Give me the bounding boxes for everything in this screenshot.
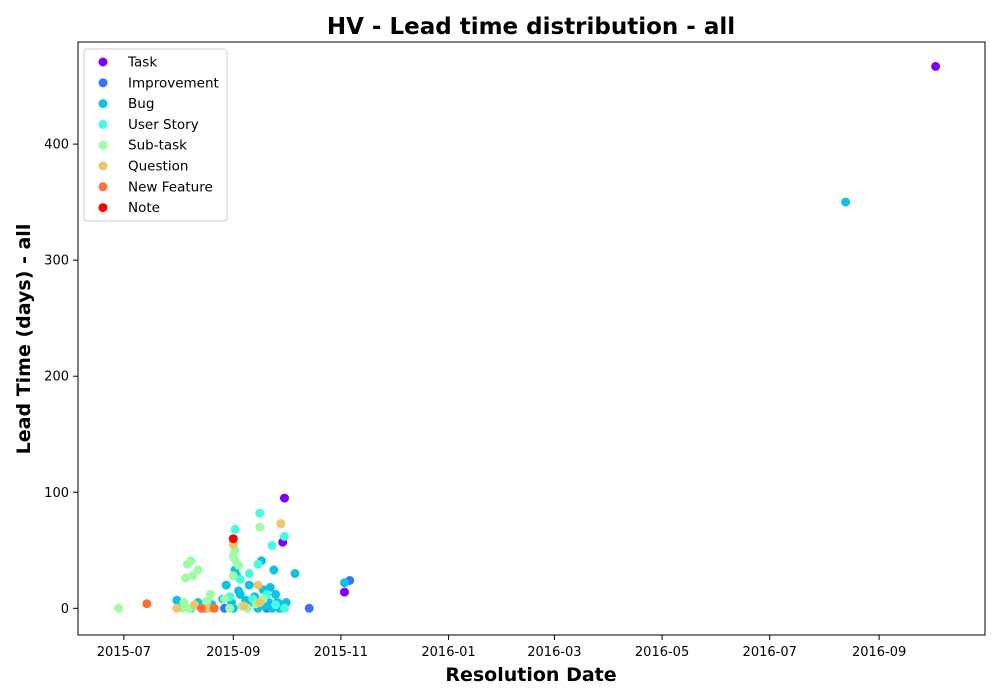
x-axis-label: Resolution Date <box>445 664 616 686</box>
point-new-feature-0 <box>142 599 152 609</box>
point-improvement-1 <box>304 603 314 613</box>
point-sub-task-24 <box>255 522 265 532</box>
point-task-3 <box>931 61 941 71</box>
legend-marker-user-story <box>98 119 108 129</box>
point-bug-26 <box>269 565 279 575</box>
legend-box <box>83 48 228 222</box>
legend-marker-task <box>98 57 108 67</box>
plot-frame <box>77 41 986 636</box>
point-task-2 <box>340 587 349 597</box>
legend-label-new-feature: New Feature <box>128 179 213 195</box>
x-tick-label: 2016-05 <box>635 645 689 660</box>
x-axis-ticks: 2015-07 2015-09 2015-11 2016-01 2016-03 2016-… <box>97 635 906 660</box>
x-tick-label: 2015-07 <box>97 645 151 660</box>
point-task-0 <box>280 493 289 503</box>
legend-marker-new-feature <box>98 182 108 192</box>
point-question-6 <box>276 519 286 529</box>
x-tick-label: 2015-09 <box>206 645 260 660</box>
y-tick-label: 100 <box>44 486 69 501</box>
point-question-1 <box>190 600 199 610</box>
point-user-story-9 <box>271 600 281 610</box>
point-bug-7 <box>221 580 231 590</box>
point-note-0 <box>228 534 238 544</box>
legend-label-bug: Bug <box>128 96 154 112</box>
legend-marker-improvement <box>98 78 108 88</box>
legend-label-improvement: Improvement <box>128 75 219 91</box>
point-sub-task-19 <box>234 560 244 570</box>
point-user-story-0 <box>230 524 240 534</box>
legend-marker-bug <box>98 99 108 109</box>
y-axis-ticks: 0 100 200 300 400 <box>44 138 78 617</box>
legend-marker-sub-task <box>98 140 108 150</box>
legend-label-user-story: User Story <box>128 117 199 133</box>
point-sub-task-11 <box>202 596 212 606</box>
point-new-feature-1 <box>197 603 206 613</box>
point-question-0 <box>172 603 182 613</box>
legend-label-task: Task <box>127 55 157 71</box>
point-user-story-5 <box>244 569 254 578</box>
point-sub-task-3 <box>186 556 196 566</box>
x-tick-label: 2016-09 <box>852 645 906 660</box>
legend: Task Improvement Bug User Story Sub-task Ques… <box>83 48 228 222</box>
x-tick-label: 2016-03 <box>527 645 581 660</box>
point-sub-task-12 <box>205 589 215 599</box>
y-axis-label: Lead Time (days) - all <box>13 224 35 455</box>
point-sub-task-15 <box>225 603 235 613</box>
point-user-story-11 <box>280 603 289 613</box>
point-user-story-1 <box>255 508 265 518</box>
point-bug-16 <box>244 580 254 590</box>
legend-marker-note <box>98 203 108 213</box>
point-bug-33 <box>290 569 300 578</box>
x-tick-label: 2016-07 <box>743 645 797 660</box>
x-tick-label: 2015-11 <box>314 645 368 660</box>
point-question-4 <box>239 601 249 611</box>
legend-label-sub-task: Sub-task <box>128 138 187 154</box>
y-tick-label: 0 <box>61 602 69 617</box>
point-new-feature-2 <box>209 603 219 613</box>
point-user-story-6 <box>235 574 245 584</box>
point-user-story-3 <box>280 531 289 541</box>
y-tick-label: 300 <box>44 254 69 269</box>
legend-marker-question <box>98 161 108 171</box>
point-bug-27 <box>271 589 281 599</box>
point-sub-task-20 <box>228 571 238 581</box>
y-tick-label: 200 <box>44 370 69 385</box>
point-sub-task-0 <box>114 603 124 613</box>
point-user-story-4 <box>253 559 263 569</box>
point-user-story-2 <box>267 541 277 551</box>
point-sub-task-4 <box>188 571 198 581</box>
point-bug-24 <box>265 582 275 592</box>
point-bug-35 <box>841 197 851 207</box>
point-bug-0 <box>172 595 182 605</box>
point-bug-13 <box>235 589 245 599</box>
point-sub-task-5 <box>193 565 203 575</box>
data-points <box>114 61 941 613</box>
point-question-7 <box>255 598 265 607</box>
point-question-5 <box>253 580 263 590</box>
point-sub-task-1 <box>181 573 191 583</box>
point-sub-task-14 <box>220 594 229 604</box>
chart-title: HV - Lead time distribution - all <box>327 14 735 40</box>
y-tick-label: 400 <box>44 138 69 153</box>
legend-label-note: Note <box>128 200 160 216</box>
legend-label-question: Question <box>128 159 188 175</box>
x-tick-label: 2016-01 <box>421 645 475 660</box>
point-bug-34 <box>340 578 349 588</box>
